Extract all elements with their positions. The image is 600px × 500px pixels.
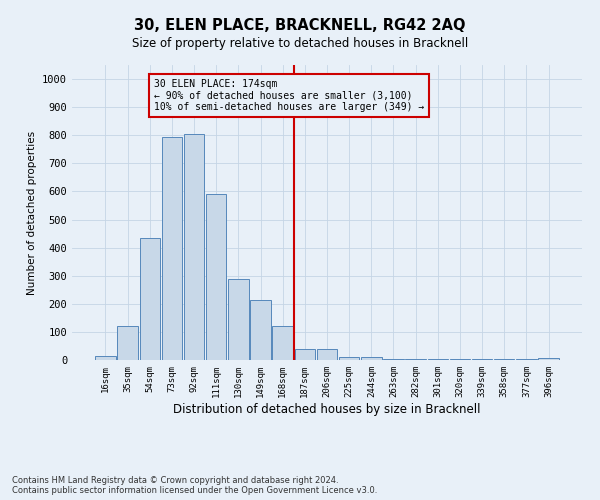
Bar	[406, 358, 426, 360]
Bar	[118, 326, 138, 360]
Bar	[295, 349, 315, 360]
Text: Contains HM Land Registry data © Crown copyright and database right 2024.
Contai: Contains HM Land Registry data © Crown c…	[12, 476, 377, 495]
Bar	[538, 358, 559, 360]
Bar	[206, 194, 226, 360]
Text: 30 ELEN PLACE: 174sqm
← 90% of detached houses are smaller (3,100)
10% of semi-d: 30 ELEN PLACE: 174sqm ← 90% of detached …	[154, 79, 424, 112]
Text: 30, ELEN PLACE, BRACKNELL, RG42 2AQ: 30, ELEN PLACE, BRACKNELL, RG42 2AQ	[134, 18, 466, 32]
Bar	[317, 350, 337, 360]
Bar	[272, 326, 293, 360]
Text: Size of property relative to detached houses in Bracknell: Size of property relative to detached ho…	[132, 38, 468, 51]
Bar	[161, 136, 182, 360]
X-axis label: Distribution of detached houses by size in Bracknell: Distribution of detached houses by size …	[173, 402, 481, 415]
Bar	[228, 278, 248, 360]
Bar	[339, 357, 359, 360]
Bar	[95, 356, 116, 360]
Bar	[361, 357, 382, 360]
Bar	[250, 300, 271, 360]
Y-axis label: Number of detached properties: Number of detached properties	[26, 130, 37, 294]
Bar	[184, 134, 204, 360]
Bar	[383, 358, 404, 360]
Bar	[140, 238, 160, 360]
